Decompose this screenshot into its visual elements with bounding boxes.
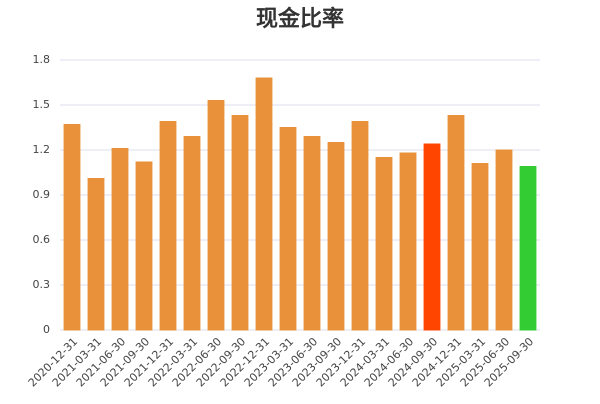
y-tick-label: 0.3 — [33, 278, 51, 291]
bar — [303, 136, 321, 331]
bar — [207, 100, 225, 331]
y-tick-label: 0 — [43, 323, 50, 336]
bar — [423, 143, 441, 331]
bar — [399, 152, 417, 331]
bar — [87, 178, 105, 331]
bar — [519, 166, 537, 331]
bar — [111, 148, 129, 331]
bar — [231, 115, 249, 331]
bar — [495, 149, 513, 331]
y-tick-label: 1.2 — [33, 143, 51, 156]
bar — [63, 124, 81, 331]
bar — [183, 136, 201, 331]
bar — [159, 121, 177, 331]
bar — [471, 163, 489, 331]
y-tick-label: 1.8 — [33, 53, 51, 66]
chart-title: 现金比率 — [256, 6, 344, 32]
bar — [327, 142, 345, 331]
bar — [279, 127, 297, 331]
y-tick-label: 1.5 — [33, 98, 51, 111]
y-tick-label: 0.9 — [33, 188, 51, 201]
bar — [135, 161, 153, 331]
y-tick-label: 0.6 — [33, 233, 51, 246]
bar — [447, 115, 465, 331]
bar — [375, 157, 393, 331]
bar — [351, 121, 369, 331]
bar — [255, 77, 273, 331]
